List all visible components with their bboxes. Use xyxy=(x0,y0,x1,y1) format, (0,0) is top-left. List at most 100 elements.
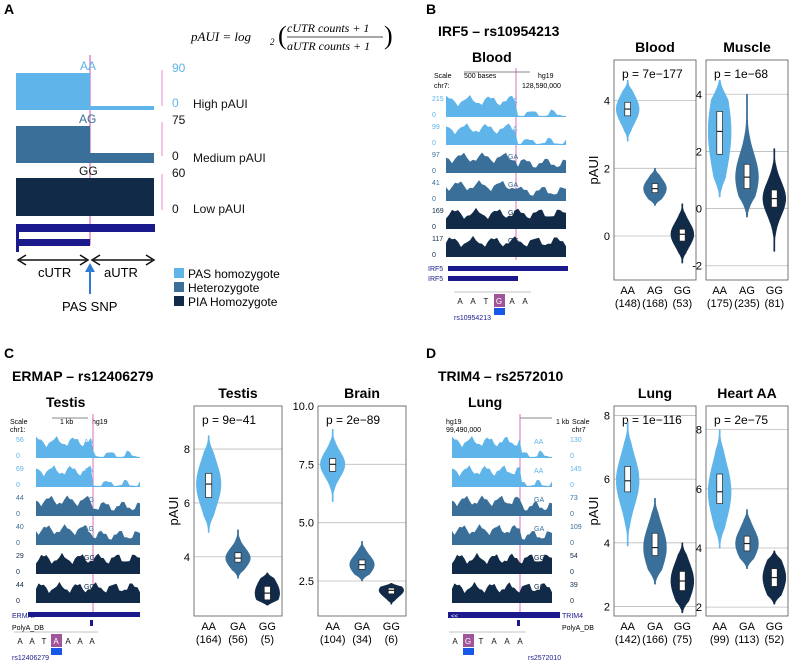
p-value-label: p = 2e−75 xyxy=(714,413,768,427)
x-category-label: GG xyxy=(766,285,783,297)
track-max-label: 41 xyxy=(432,180,440,187)
svg-text:(: ( xyxy=(278,21,287,50)
x-category-label: GG xyxy=(674,621,691,633)
sequence-base: A xyxy=(53,637,59,646)
y-tick-label: -2 xyxy=(692,261,702,273)
x-count-label: (104) xyxy=(320,634,346,646)
track-ag-zero: 0 xyxy=(172,149,179,163)
y-axis-label: pAUI xyxy=(586,497,601,526)
browser-b-snp: rs10954213 xyxy=(454,315,491,322)
plot-frame xyxy=(317,405,407,617)
y-tick-label: 10.0 xyxy=(293,401,314,413)
svg-text:chr7: chr7 xyxy=(572,427,586,434)
track-zero-label: 0 xyxy=(16,453,20,460)
track-ag-autr-bar xyxy=(90,153,154,163)
track-genotype-label: GG xyxy=(534,584,545,591)
y-tick-label: 2 xyxy=(696,602,702,614)
coverage-track-5 xyxy=(36,552,140,574)
gene-irf5-short xyxy=(448,276,518,281)
sequence-base: A xyxy=(65,637,71,646)
track-genotype-label: GA xyxy=(508,154,518,161)
track-genotype-label: AA xyxy=(508,98,518,105)
sequence-base: A xyxy=(509,297,515,306)
autr-label: aUTR xyxy=(104,265,138,280)
panel-d-letter: D xyxy=(426,345,436,361)
x-category-label: AA xyxy=(201,621,216,633)
violin-chart-lung: 2 4 6 8 Lung p = 1e−116 pAUI AA(142) GA(166) GG(7… xyxy=(586,385,697,646)
x-category-label: GG xyxy=(674,285,691,297)
x-count-label: (175) xyxy=(707,298,733,310)
track-genotype-label: AA xyxy=(534,439,544,446)
track-genotype-label: AG xyxy=(84,526,94,533)
y-tick-label: 4 xyxy=(604,538,610,550)
x-category-label: GA xyxy=(739,621,756,633)
y-tick-label: 4 xyxy=(604,96,610,108)
violin-chart-heart-aa: 2 4 6 8 Heart AA p = 2e−75 AA(99) GA(113) GG(52) xyxy=(696,385,789,646)
track-max-label: 169 xyxy=(432,208,444,215)
track-zero-label: 0 xyxy=(16,482,20,489)
browser-d-tissue: Lung xyxy=(468,394,502,410)
x-count-label: (148) xyxy=(615,298,641,310)
x-category-label: AA xyxy=(620,621,635,633)
track-zero-label: 0 xyxy=(432,252,436,259)
browser-b: Blood Scale 500 bases hg19 chr7: 128,590… xyxy=(428,49,568,322)
legend-swatch-pas-homozygote xyxy=(174,268,184,278)
gene-model-long xyxy=(16,224,155,232)
track-zero-label: 0 xyxy=(570,482,574,489)
panel-c-title: ERMAP – rs12406279 xyxy=(12,368,154,384)
coverage-track-5 xyxy=(452,552,552,574)
track-max-label: 44 xyxy=(16,582,24,589)
track-ag-scale: 75 xyxy=(172,113,186,127)
y-tick-label: 8 xyxy=(604,411,610,423)
pas-snp-label: PAS SNP xyxy=(62,299,117,314)
browser-b-tissue: Blood xyxy=(472,49,512,65)
y-tick-label: 4 xyxy=(696,89,702,101)
x-category-label: GA xyxy=(647,621,664,633)
coverage-track-1 xyxy=(446,95,566,117)
track-max-label: 145 xyxy=(570,466,582,473)
sequence-base: A xyxy=(29,637,35,646)
x-count-label: (235) xyxy=(734,298,760,310)
track-zero-label: 0 xyxy=(570,598,574,605)
utr-arrows xyxy=(16,254,156,266)
sequence-base: A xyxy=(504,637,510,646)
x-count-label: (5) xyxy=(261,634,274,646)
track-gg-genotype: GG xyxy=(79,164,98,178)
svg-text:hg19: hg19 xyxy=(446,419,462,426)
sequence-base: A xyxy=(457,297,463,306)
sequence-base: A xyxy=(491,637,497,646)
gene-trim4 xyxy=(448,612,560,618)
svg-text:Scale: Scale xyxy=(10,419,28,426)
sequence-base: A xyxy=(522,297,528,306)
p-value-label: p = 7e−177 xyxy=(622,67,683,81)
sequence-base: T xyxy=(479,637,484,646)
legend-label-pas-homozygote: PAS homozygote xyxy=(188,267,280,281)
formula-sub: 2 xyxy=(270,37,275,47)
svg-text:<<: << xyxy=(451,614,459,620)
sequence-base: T xyxy=(484,297,489,306)
track-max-label: 39 xyxy=(570,582,578,589)
svg-text:128,590,000: 128,590,000 xyxy=(522,83,561,90)
svg-text:chr7:: chr7: xyxy=(434,83,450,90)
snp-allele-highlight xyxy=(51,634,62,647)
y-axis-label: pAUI xyxy=(586,156,601,185)
snp-marker xyxy=(51,648,62,655)
track-aa-label: High pAUI xyxy=(193,97,248,111)
p-value-label: p = 1e−68 xyxy=(714,67,768,81)
coverage-track-3 xyxy=(446,152,566,173)
y-axis-label: pAUI xyxy=(166,497,181,526)
track-gg-label: Low pAUI xyxy=(193,202,245,216)
y-tick-label: 5.0 xyxy=(299,518,314,530)
track-aa-autr-bar xyxy=(90,106,154,110)
track-genotype-label: AG xyxy=(84,497,94,504)
chart-title: Heart AA xyxy=(717,385,776,401)
browser-c: Testis Scale 1 kb hg19 chr1: 560AA690AA4… xyxy=(10,394,140,662)
sequence-base: A xyxy=(517,637,523,646)
coverage-track-6 xyxy=(446,235,566,257)
legend-label-heterozygote: Heterozygote xyxy=(188,281,260,295)
gene-label-2: PolyA_DB xyxy=(562,625,594,632)
track-zero-label: 0 xyxy=(432,196,436,203)
x-count-label: (113) xyxy=(735,634,760,646)
